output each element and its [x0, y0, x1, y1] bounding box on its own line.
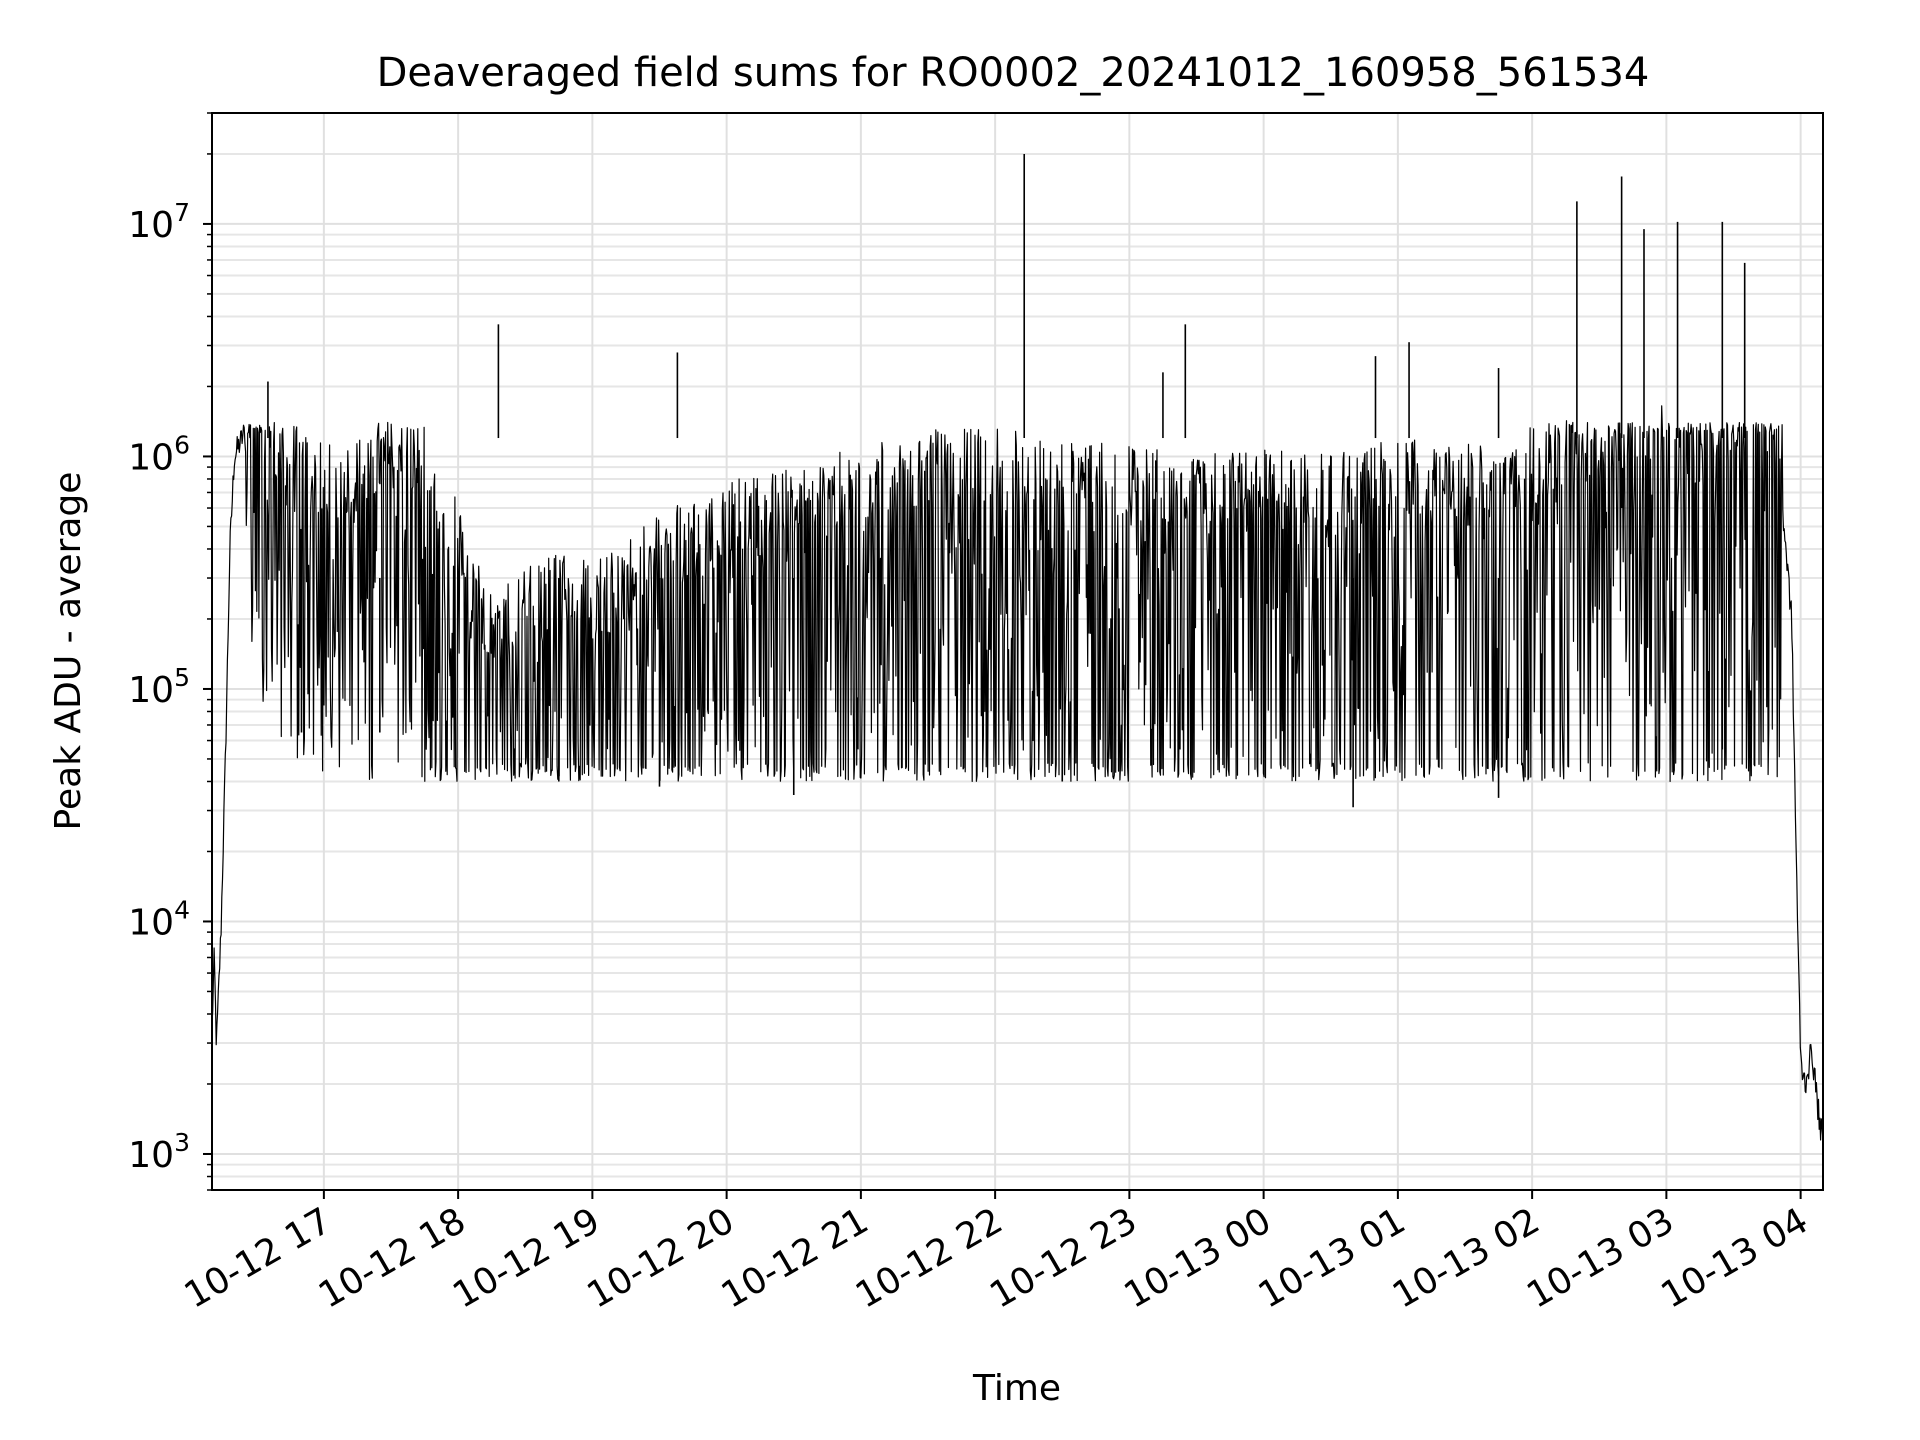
y-tick-label: 104 [128, 895, 190, 943]
x-axis-label: Time [972, 1368, 1061, 1409]
y-axis-label: Peak ADU - average [48, 472, 89, 831]
y-tick-label: 103 [128, 1128, 190, 1176]
y-tick-label: 105 [128, 663, 190, 711]
axes-frame [211, 112, 1824, 1191]
chart-title: Deaveraged field sums for RO0002_2024101… [377, 50, 1650, 96]
series-line [211, 405, 1824, 1141]
plot-area [211, 153, 1824, 1141]
y-tick-label: 106 [128, 430, 190, 478]
y-tick-label: 107 [128, 198, 190, 246]
